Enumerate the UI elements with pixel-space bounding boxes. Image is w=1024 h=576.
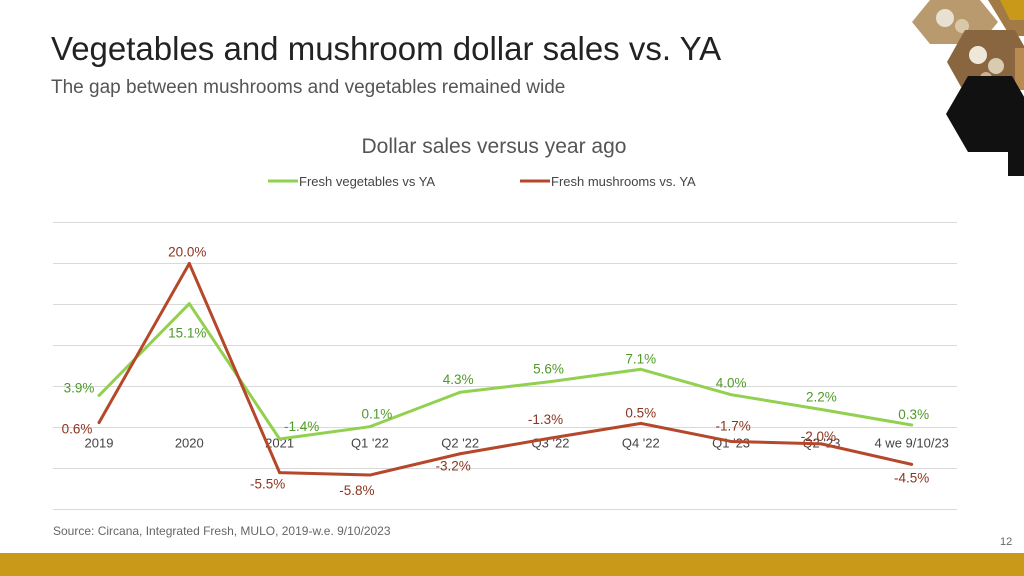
footer-bar [0,553,1024,576]
data-point [278,471,282,475]
data-point [729,393,733,397]
data-label: -4.5% [894,470,929,485]
line-chart: Dollar sales versus year ago Fresh veget… [53,135,957,510]
data-label: 0.5% [625,405,656,420]
legend-label-mushrooms: Fresh mushrooms vs. YA [551,174,696,189]
data-label: -1.4% [284,419,319,434]
legend-label-vegetables: Fresh vegetables vs YA [299,174,435,189]
data-point [97,421,101,425]
data-point [187,302,191,306]
legend: Fresh vegetables vs YA Fresh mushrooms v… [268,174,696,189]
slide-title: Vegetables and mushroom dollar sales vs.… [51,30,722,67]
data-label: -1.3% [528,412,563,427]
hexagon-black-tiles [946,76,1024,176]
x-tick-label: 2019 [85,436,114,451]
data-label: 0.1% [362,407,393,422]
x-tick-label: 4 we 9/10/23 [874,436,948,451]
data-point [549,380,552,384]
slide-subtitle: The gap between mushrooms and vegetables… [51,77,566,98]
series-line-mushrooms [97,262,913,477]
data-label: 0.3% [898,407,929,422]
series-lines [97,262,914,477]
data-label: 4.3% [443,372,474,387]
data-label: -2.0% [801,429,836,444]
data-point [278,437,282,441]
data-point [458,390,462,394]
data-point [819,442,823,446]
data-point [97,394,101,398]
data-point [549,436,552,440]
x-tick-label: 2020 [175,436,204,451]
hexagon-gold-tile [1000,0,1024,20]
data-label: 0.6% [62,422,93,437]
data-point [729,439,733,443]
data-label: -5.8% [339,483,374,498]
data-label: 4.0% [716,376,747,391]
x-tick-label: Q4 '22 [622,436,660,451]
x-axis-ticks: 2019 2020 2021 Q1 '22 Q2 '22 Q3 '22 Q4 '22 Q1 '… [85,436,949,451]
data-point [368,473,372,477]
source-note: Source: Circana, Integrated Fresh, MULO,… [53,524,391,538]
data-point [639,421,643,425]
data-labels: 3.9% 15.1% -1.4% 0.1% 4.3% 5.6% 7.1% 4.0% 2.2% 0.… [62,245,930,499]
chart-title: Dollar sales versus year ago [362,135,627,158]
data-point [639,367,643,371]
data-point [368,425,372,429]
data-label: -1.7% [715,418,750,433]
series-line-vegetables [97,302,912,441]
data-point [458,452,462,456]
data-label: 15.1% [168,326,206,341]
data-label: 3.9% [64,381,95,396]
data-label: 7.1% [625,351,656,366]
data-point [187,262,191,265]
data-label: -5.5% [250,477,285,492]
data-label: -3.2% [436,459,471,474]
data-point [910,423,914,427]
page-number: 12 [1000,536,1013,548]
x-tick-label: Q1 '22 [351,436,389,451]
data-point [819,407,823,411]
data-label: 2.2% [806,389,837,404]
data-label: 20.0% [168,245,206,260]
data-label: 5.6% [533,362,564,377]
x-tick-label: Q2 '22 [441,436,479,451]
data-point [910,462,914,466]
